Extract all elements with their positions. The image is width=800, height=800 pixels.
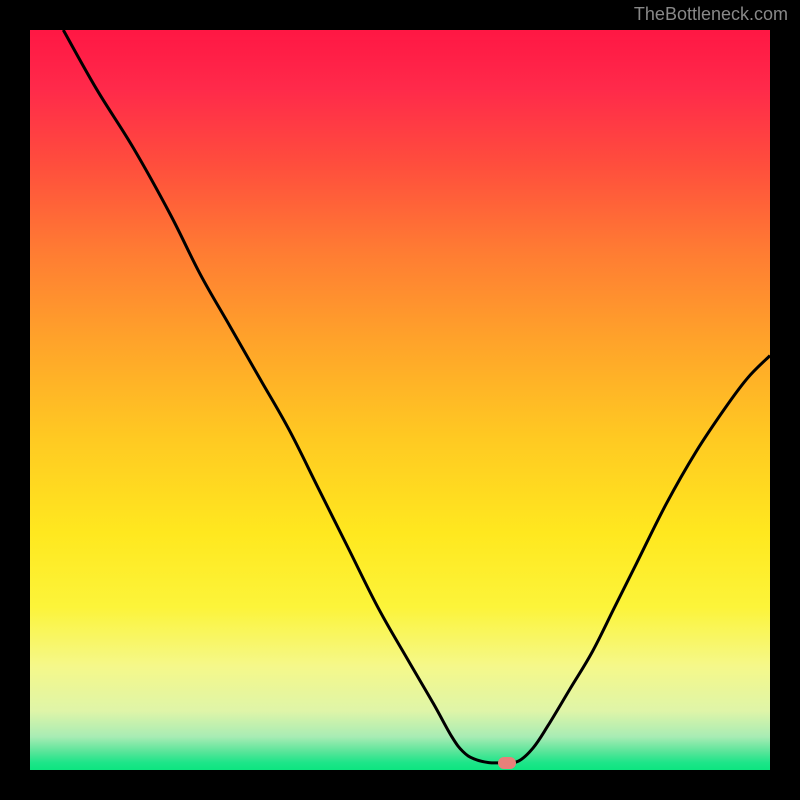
- bottleneck-chart: [30, 30, 770, 770]
- optimal-marker: [498, 757, 516, 769]
- chart-background: [30, 30, 770, 770]
- chart-container: [30, 30, 770, 770]
- watermark-text: TheBottleneck.com: [634, 4, 788, 25]
